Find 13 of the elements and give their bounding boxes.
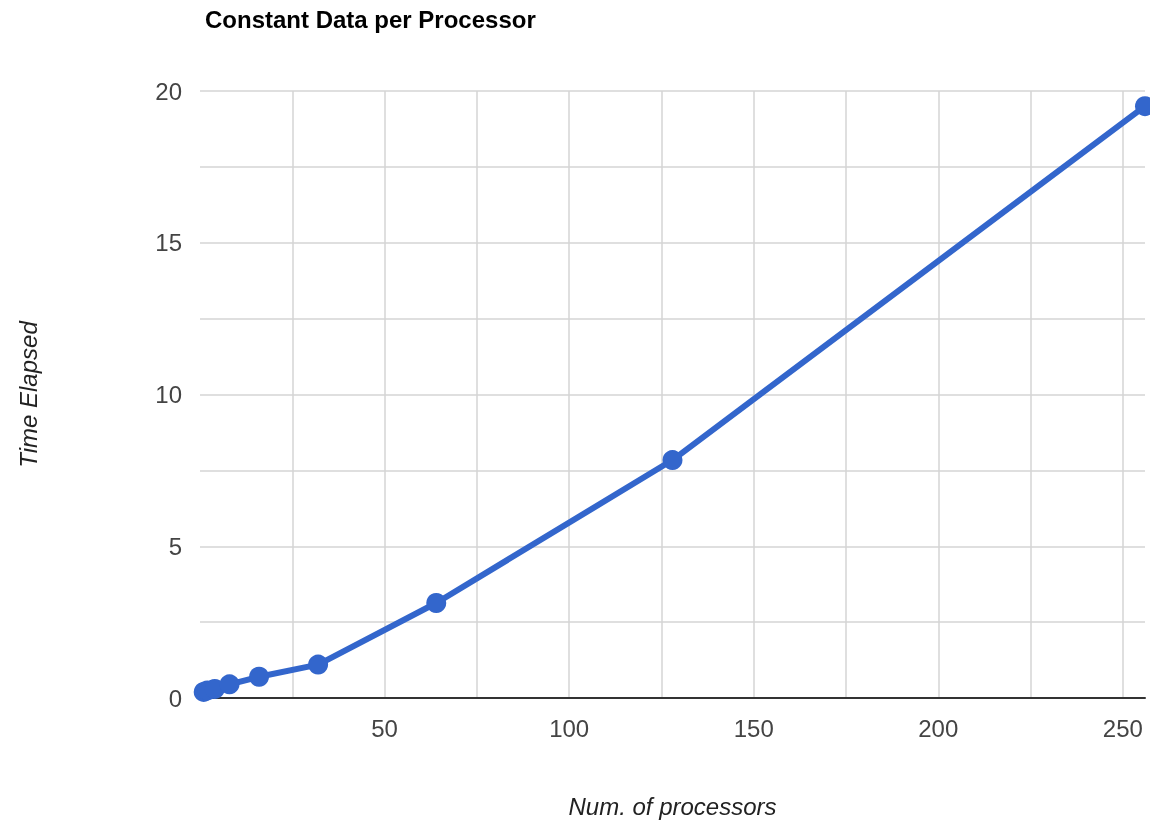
y-tick-label: 10 — [155, 381, 182, 408]
y-tick-label: 5 — [168, 532, 182, 560]
x-tick-label: 250 — [1102, 714, 1143, 742]
chart-title: Constant Data per Processor — [205, 5, 536, 33]
x-tick-label: 100 — [549, 714, 590, 742]
x-tick-label: 150 — [733, 714, 774, 742]
y-tick-label: 20 — [155, 77, 182, 105]
y-tick-label: 0 — [168, 684, 182, 712]
x-axis-title: Num. of processors — [568, 792, 777, 820]
y-axis-title: Time Elapsed — [14, 320, 42, 468]
x-tick-label: 50 — [371, 714, 398, 742]
y-tick-label: 15 — [155, 229, 182, 257]
x-tick-label: 200 — [918, 714, 959, 742]
